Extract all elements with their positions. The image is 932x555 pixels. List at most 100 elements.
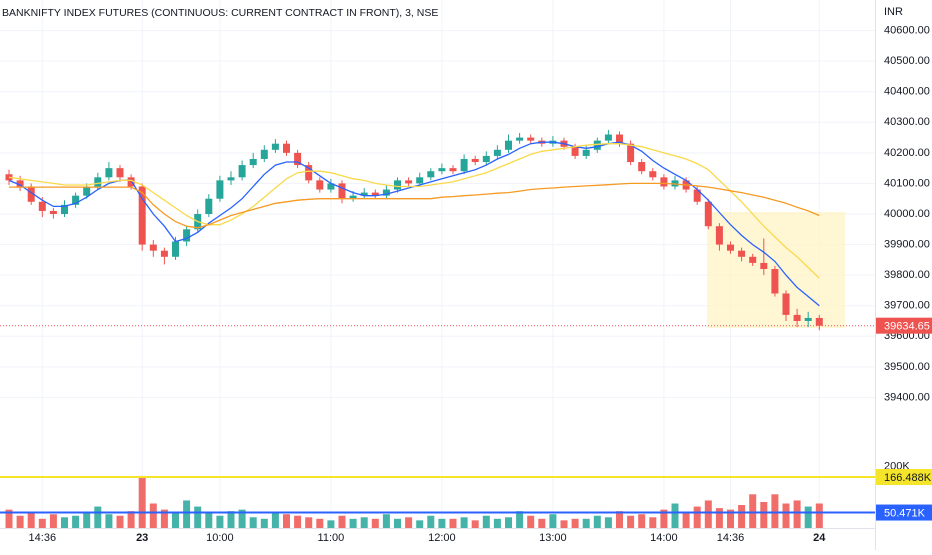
volume-bar (27, 512, 35, 528)
candle-body (349, 195, 357, 199)
candle-body (160, 250, 168, 257)
volume-bar (815, 503, 823, 528)
candle-body (660, 177, 668, 187)
candle-body (371, 192, 379, 196)
y-tick-label: 40000.00 (884, 208, 930, 220)
candle-body (704, 201, 712, 227)
candle-body (427, 171, 435, 178)
candle-body (16, 180, 24, 187)
candle-body (61, 204, 68, 214)
candle-body (715, 226, 723, 245)
candle-body (149, 244, 157, 251)
volume-bar (682, 512, 690, 528)
y-tick-label: 39900.00 (884, 238, 930, 250)
candle-body (760, 262, 768, 270)
volume-bar (693, 506, 701, 528)
volume-bar (227, 511, 235, 528)
volume-bar (427, 515, 435, 528)
volume-level-tag (876, 469, 932, 486)
y-tick-label: 39500.00 (884, 361, 930, 373)
candle-body (727, 244, 734, 251)
volume-bar (349, 518, 357, 528)
y-tick-label: 40500.00 (884, 55, 930, 67)
volume-bar (271, 512, 279, 528)
volume-level-label: 166.488K (884, 472, 932, 484)
volume-bar (116, 515, 124, 528)
volume-bar (538, 518, 546, 528)
candle-body (416, 177, 424, 184)
candle-body (471, 158, 479, 163)
volume-bar (49, 514, 57, 528)
volume-bar (72, 515, 80, 528)
candle-body (771, 269, 779, 294)
candle-body (27, 186, 35, 202)
volume-bar (5, 509, 13, 528)
volume-bar (360, 517, 368, 528)
y-tick-label: 40600.00 (884, 24, 930, 36)
x-tick-label: 11:00 (318, 532, 345, 544)
volume-bar (671, 503, 679, 528)
y-tick-label: 39800.00 (884, 269, 930, 281)
volume-bar (582, 518, 590, 528)
candle-body (305, 165, 313, 181)
moving-average-line (8, 143, 820, 279)
volume-bar (83, 512, 91, 528)
volume-bar (449, 518, 457, 528)
candle-body (127, 177, 135, 187)
volume-bar (249, 517, 257, 528)
candle-body (505, 140, 512, 150)
candle-body (616, 134, 623, 144)
y-tick-label: 39400.00 (884, 391, 930, 403)
candle-body (638, 162, 646, 172)
volume-bar (194, 506, 202, 528)
candle-body (294, 152, 302, 166)
volume-bar (394, 518, 401, 528)
candle-body (338, 183, 346, 199)
volume-bar (493, 518, 501, 528)
volume-bar (61, 517, 68, 528)
candle-body (216, 180, 224, 199)
last-price-label: 39634.65 (884, 321, 930, 333)
volume-bar (305, 517, 313, 528)
candle-body (83, 186, 91, 196)
volume-bar (127, 511, 135, 528)
candle-body (260, 149, 268, 159)
x-tick-label: 23 (136, 532, 148, 544)
candle-body (804, 317, 812, 321)
candle-body (360, 192, 368, 196)
moving-average-line (9, 182, 820, 229)
candle-body (627, 143, 635, 163)
candle-body (749, 256, 757, 263)
volume-bar (616, 511, 623, 528)
candle-body (394, 180, 401, 190)
candle-body (172, 241, 179, 257)
x-tick-label: 24 (813, 532, 826, 544)
candle-body (793, 314, 801, 321)
volume-bar (649, 517, 657, 528)
y-tick-label: 40100.00 (884, 177, 930, 189)
candle-body (693, 189, 701, 202)
marks (0, 129, 875, 528)
candle-body (271, 143, 279, 150)
volume-bar (405, 517, 413, 528)
volume-bar (571, 518, 579, 528)
volume-bar (638, 514, 646, 528)
candle-body (604, 134, 612, 141)
candle-body (205, 198, 213, 214)
volume-bar (316, 518, 324, 528)
y-tick-label: 40400.00 (884, 86, 930, 98)
candle-body (116, 168, 124, 178)
candle-body (527, 137, 535, 141)
volume-bar (516, 511, 524, 528)
volume-bar (771, 494, 779, 528)
candle-body (516, 137, 524, 141)
volume-bar (527, 515, 535, 528)
volume-bar (138, 475, 146, 528)
candle-body (49, 210, 57, 214)
volume-bar (627, 515, 635, 528)
candle-body (738, 250, 746, 257)
candle-body (105, 168, 113, 178)
volume-bar (205, 512, 213, 528)
